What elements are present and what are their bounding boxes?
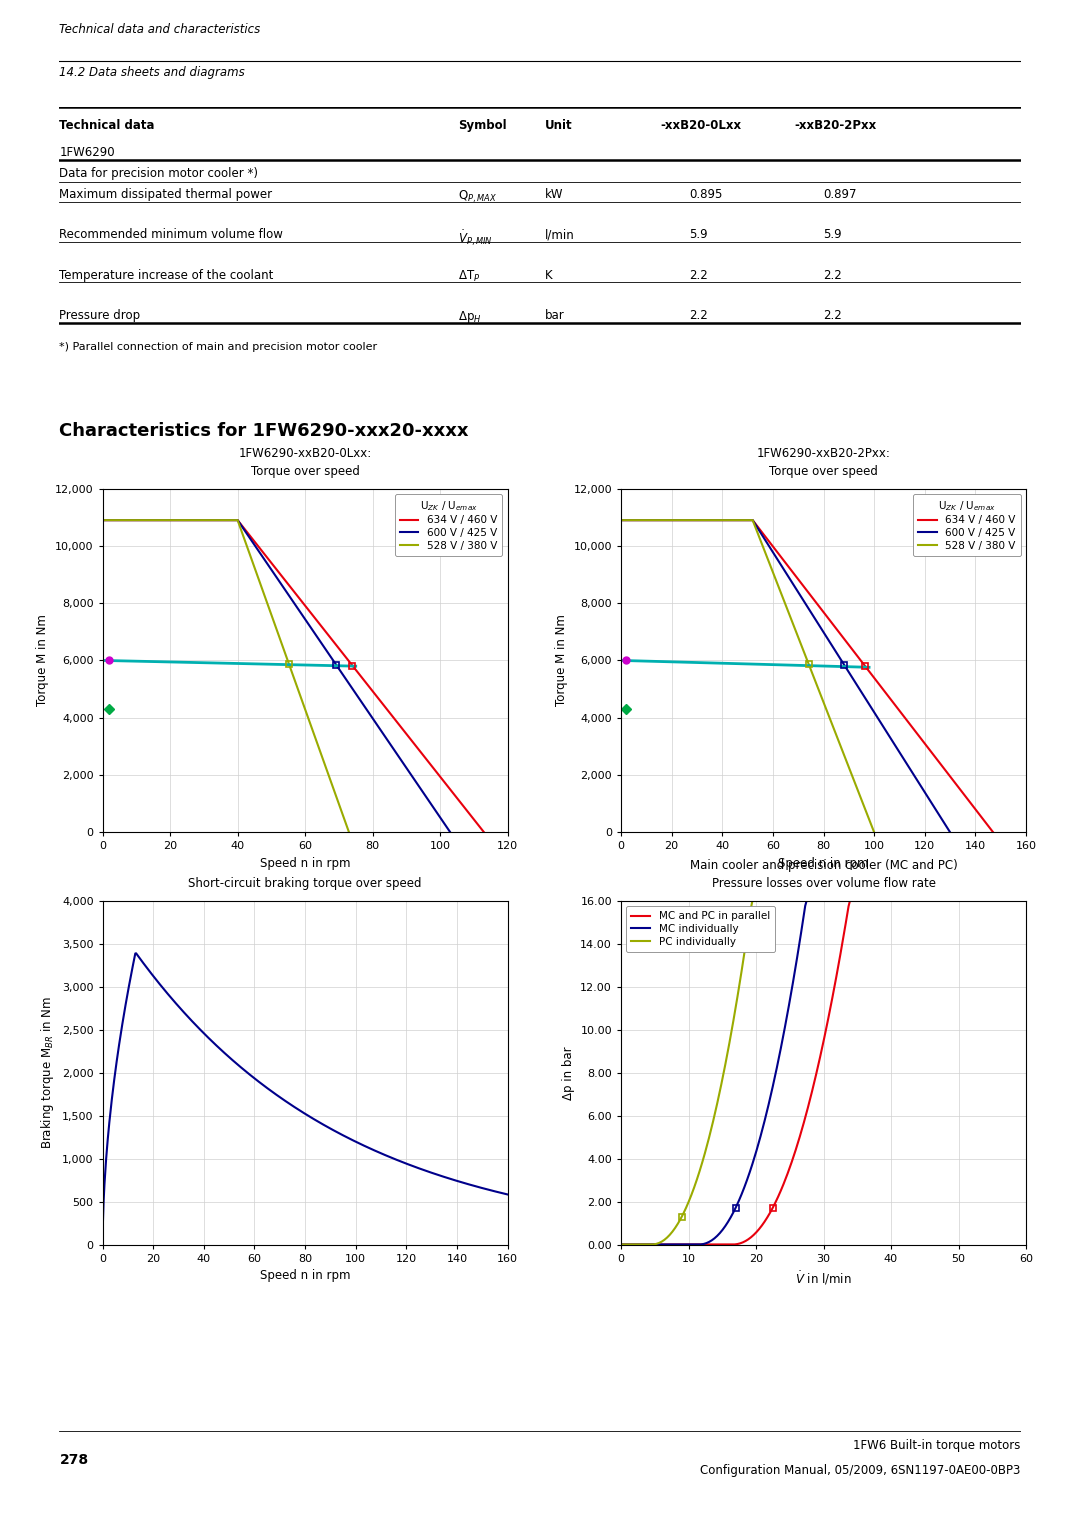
Text: Q$_{P,MAX}$: Q$_{P,MAX}$: [458, 188, 498, 205]
Y-axis label: Δp in bar: Δp in bar: [562, 1046, 575, 1099]
Text: Pressure drop: Pressure drop: [59, 308, 140, 322]
Y-axis label: Torque M in Nm: Torque M in Nm: [555, 614, 568, 707]
Text: Symbol: Symbol: [458, 119, 507, 131]
Legend: 634 V / 460 V, 600 V / 425 V, 528 V / 380 V: 634 V / 460 V, 600 V / 425 V, 528 V / 38…: [394, 493, 502, 556]
Text: -xxB20-0Lxx: -xxB20-0Lxx: [660, 119, 741, 131]
Text: Unit: Unit: [544, 119, 572, 131]
Legend: MC and PC in parallel, MC individually, PC individually: MC and PC in parallel, MC individually, …: [626, 906, 775, 951]
Text: Torque over speed: Torque over speed: [769, 464, 878, 478]
Text: $\Delta$p$_{H}$: $\Delta$p$_{H}$: [458, 308, 482, 325]
Text: Main cooler and precision cooler (MC and PC): Main cooler and precision cooler (MC and…: [690, 858, 957, 872]
Text: 1FW6290-xxB20-2Pxx:: 1FW6290-xxB20-2Pxx:: [757, 446, 890, 460]
Text: *) Parallel connection of main and precision motor cooler: *) Parallel connection of main and preci…: [59, 342, 378, 353]
Text: 1FW6 Built-in torque motors: 1FW6 Built-in torque motors: [853, 1440, 1021, 1452]
Text: l/min: l/min: [544, 229, 575, 241]
Text: 5.9: 5.9: [824, 229, 842, 241]
Text: bar: bar: [544, 308, 565, 322]
Text: Torque over speed: Torque over speed: [251, 464, 360, 478]
Text: Technical data and characteristics: Technical data and characteristics: [59, 23, 260, 37]
Text: Technical data: Technical data: [59, 119, 154, 131]
Text: 1FW6290: 1FW6290: [59, 145, 116, 159]
Text: 0.895: 0.895: [689, 188, 723, 202]
Text: Configuration Manual, 05/2009, 6SN1197-0AE00-0BP3: Configuration Manual, 05/2009, 6SN1197-0…: [700, 1464, 1021, 1478]
Text: Recommended minimum volume flow: Recommended minimum volume flow: [59, 229, 283, 241]
X-axis label: Speed n in rpm: Speed n in rpm: [779, 857, 868, 870]
Text: -xxB20-2Pxx: -xxB20-2Pxx: [795, 119, 877, 131]
Text: 2.2: 2.2: [824, 308, 842, 322]
Text: 5.9: 5.9: [689, 229, 707, 241]
Text: 14.2 Data sheets and diagrams: 14.2 Data sheets and diagrams: [59, 66, 245, 78]
Text: 2.2: 2.2: [689, 269, 707, 281]
Y-axis label: Torque M in Nm: Torque M in Nm: [37, 614, 50, 707]
Text: Pressure losses over volume flow rate: Pressure losses over volume flow rate: [712, 876, 935, 890]
X-axis label: Speed n in rpm: Speed n in rpm: [260, 1269, 350, 1283]
Text: kW: kW: [544, 188, 564, 202]
Text: 278: 278: [59, 1454, 89, 1467]
Text: Temperature increase of the coolant: Temperature increase of the coolant: [59, 269, 273, 281]
Legend: 634 V / 460 V, 600 V / 425 V, 528 V / 380 V: 634 V / 460 V, 600 V / 425 V, 528 V / 38…: [913, 493, 1021, 556]
Text: $\dot{V}_{P,MIN}$: $\dot{V}_{P,MIN}$: [458, 229, 494, 249]
Y-axis label: Braking torque M$_{BR}$ in Nm: Braking torque M$_{BR}$ in Nm: [39, 996, 56, 1150]
X-axis label: Speed n in rpm: Speed n in rpm: [260, 857, 350, 870]
Text: 2.2: 2.2: [689, 308, 707, 322]
Text: Data for precision motor cooler *): Data for precision motor cooler *): [59, 166, 258, 180]
Text: $\Delta$T$_{P}$: $\Delta$T$_{P}$: [458, 269, 481, 284]
Text: 1FW6290-xxB20-0Lxx:: 1FW6290-xxB20-0Lxx:: [239, 446, 372, 460]
Text: Short-circuit braking torque over speed: Short-circuit braking torque over speed: [188, 876, 422, 890]
X-axis label: $\dot{V}$ in l/min: $\dot{V}$ in l/min: [795, 1269, 852, 1287]
Text: Maximum dissipated thermal power: Maximum dissipated thermal power: [59, 188, 272, 202]
Text: K: K: [544, 269, 553, 281]
Text: 2.2: 2.2: [824, 269, 842, 281]
Text: Characteristics for 1FW6290-xxx20-xxxx: Characteristics for 1FW6290-xxx20-xxxx: [59, 423, 469, 440]
Text: 0.897: 0.897: [824, 188, 858, 202]
